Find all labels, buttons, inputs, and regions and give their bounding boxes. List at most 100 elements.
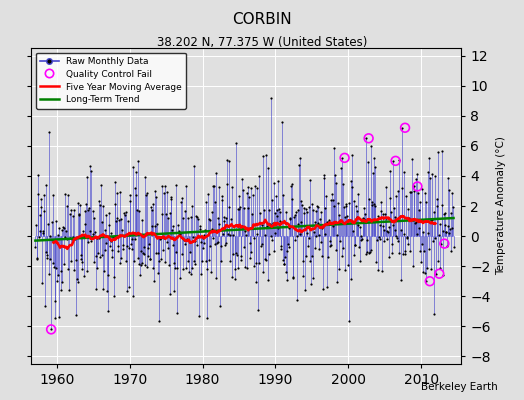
Point: [438, 148, 446, 154]
Point: [411, 219, 419, 226]
Point: [113, 190, 122, 196]
Point: [300, 205, 308, 211]
Point: [232, 249, 241, 256]
Point: [83, 268, 91, 274]
Point: [94, 250, 102, 256]
Point: [271, 230, 279, 236]
Point: [118, 226, 126, 233]
Point: [87, 168, 95, 174]
Point: [181, 240, 189, 247]
Point: [256, 210, 264, 216]
Point: [390, 213, 399, 220]
Point: [39, 230, 47, 236]
Point: [74, 211, 83, 218]
Point: [431, 173, 439, 180]
Point: [407, 216, 415, 223]
Point: [255, 260, 263, 266]
Point: [299, 272, 307, 279]
Point: [424, 246, 433, 252]
Point: [31, 244, 40, 250]
Point: [174, 230, 183, 236]
Point: [341, 267, 349, 273]
Point: [229, 250, 237, 257]
Point: [268, 237, 277, 243]
Point: [194, 234, 203, 240]
Point: [301, 287, 309, 294]
Point: [83, 206, 92, 213]
Point: [329, 223, 337, 230]
Point: [73, 276, 81, 282]
Point: [310, 245, 319, 252]
Point: [434, 148, 443, 155]
Point: [377, 208, 385, 215]
Point: [233, 252, 241, 258]
Text: 38.202 N, 77.375 W (United States): 38.202 N, 77.375 W (United States): [157, 36, 367, 49]
Point: [138, 260, 146, 266]
Point: [305, 258, 314, 264]
Point: [166, 290, 174, 297]
Point: [192, 213, 200, 219]
Point: [268, 196, 276, 203]
Point: [354, 191, 362, 198]
Point: [278, 192, 287, 199]
Point: [75, 212, 83, 218]
Point: [397, 277, 406, 283]
Point: [88, 233, 96, 240]
Point: [407, 189, 416, 196]
Point: [208, 226, 216, 232]
Point: [192, 242, 201, 248]
Point: [232, 140, 240, 146]
Point: [158, 182, 166, 189]
Point: [45, 270, 53, 277]
Point: [168, 227, 176, 234]
Point: [345, 318, 353, 324]
Point: [252, 279, 260, 285]
Point: [160, 235, 168, 241]
Point: [161, 258, 170, 265]
Point: [168, 242, 177, 248]
Point: [139, 250, 148, 257]
Point: [302, 253, 310, 259]
Point: [78, 266, 86, 272]
Point: [330, 145, 338, 152]
Point: [403, 235, 411, 241]
Point: [307, 281, 315, 287]
Point: [284, 241, 292, 247]
Point: [81, 220, 90, 227]
Point: [239, 187, 247, 193]
Point: [227, 216, 235, 222]
Point: [183, 258, 192, 264]
Point: [172, 249, 180, 255]
Point: [362, 135, 370, 142]
Point: [136, 247, 145, 254]
Point: [313, 204, 322, 210]
Point: [250, 234, 258, 241]
Point: [296, 231, 304, 238]
Point: [59, 261, 68, 267]
Point: [420, 248, 428, 254]
Point: [362, 251, 370, 257]
Point: [361, 215, 369, 222]
Point: [66, 235, 74, 241]
Point: [106, 238, 115, 244]
Point: [187, 214, 195, 220]
Point: [400, 169, 408, 175]
Point: [393, 235, 401, 241]
Point: [200, 240, 209, 246]
Point: [90, 259, 98, 266]
Point: [103, 308, 112, 314]
Point: [353, 214, 362, 220]
Legend: Raw Monthly Data, Quality Control Fail, Five Year Moving Average, Long-Term Tren: Raw Monthly Data, Quality Control Fail, …: [36, 52, 186, 109]
Y-axis label: Temperature Anomaly (°C): Temperature Anomaly (°C): [496, 136, 506, 276]
Point: [130, 258, 138, 264]
Point: [38, 228, 47, 234]
Point: [191, 238, 200, 244]
Point: [290, 212, 299, 218]
Point: [326, 243, 334, 249]
Point: [170, 260, 178, 266]
Point: [277, 243, 286, 249]
Point: [220, 214, 228, 220]
Point: [127, 246, 136, 252]
Point: [142, 191, 150, 198]
Point: [151, 222, 159, 229]
